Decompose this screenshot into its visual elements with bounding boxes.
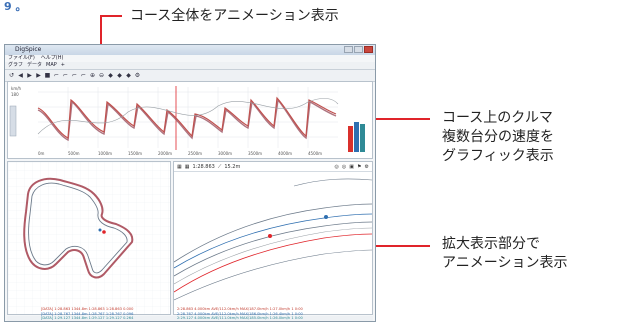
speed-bar-teal [360, 124, 365, 152]
marker-icon[interactable]: ⌐ [80, 72, 87, 79]
callout-top-label: コース全体をアニメーション表示 [130, 8, 339, 24]
marker-icon[interactable]: ⌐ [62, 72, 69, 79]
zoom-icon[interactable]: ⊕ [89, 72, 96, 79]
settings-icon[interactable]: ⚙ [364, 163, 369, 170]
zoom-curve-top [293, 178, 372, 187]
undo-icon[interactable]: ↺ [8, 72, 15, 79]
grid-icon[interactable]: ▦ [177, 163, 182, 170]
nav-icon[interactable]: ◆ [126, 72, 131, 79]
x-tick-7: 3500m [248, 151, 262, 156]
stop-icon[interactable]: ■ [44, 72, 51, 79]
minimize-button[interactable] [344, 46, 353, 53]
flag-icon[interactable]: ⚑ [357, 163, 362, 170]
y-unit-label: km/h [11, 86, 22, 91]
settings-icon[interactable]: ⚙ [134, 72, 141, 79]
car-marker-zoom-red [268, 234, 272, 238]
menu-file[interactable]: ファイル(F) [8, 55, 35, 61]
x-tick-9: 4500m [308, 151, 322, 156]
play-back-icon[interactable]: ◀ [18, 72, 23, 79]
zoom-time-value: 1:28.863 [192, 163, 215, 170]
x-tick-0: 0m [38, 151, 45, 156]
course-track-inner [28, 182, 128, 274]
play-fwd-icon[interactable]: ▶ [36, 72, 41, 79]
marker-icon[interactable]: ⌐ [71, 72, 78, 79]
status-line: 2:28.863 4.000km AVE/112.0km/h MAX/187.0… [177, 307, 303, 311]
zoom-track-edge-outer [174, 203, 372, 263]
tab-data[interactable]: データ [27, 62, 43, 68]
speed-bar-red [348, 126, 353, 152]
course-map-panel[interactable] [7, 161, 171, 315]
zoom-track-edge-far [174, 249, 372, 301]
view-icon[interactable]: ◎ [341, 163, 347, 170]
close-button[interactable] [364, 46, 373, 53]
x-tick-3: 1500m [128, 151, 142, 156]
callout-zoom-label-2: アニメーション表示 [442, 255, 568, 271]
ruler-icon[interactable]: ⟋ [217, 163, 222, 170]
speed-series [37, 96, 337, 139]
callout-zoom-line [326, 245, 430, 247]
app-title: DigSpice [15, 46, 42, 53]
camera-icon[interactable]: ▣ [349, 163, 355, 170]
tab-add[interactable]: + [60, 62, 65, 68]
marker-icon[interactable]: ⌐ [53, 72, 60, 79]
callout-speed-label-3: グラフィック表示 [442, 148, 554, 164]
car-marker-zoom-blue [324, 215, 328, 219]
tab-graph[interactable]: グラフ [8, 62, 24, 68]
title-bar: DigSpice [5, 45, 375, 55]
speed-graph-panel[interactable]: 0m 500m 1000m 1500m 2000m 2500m 3000m 35… [7, 81, 373, 159]
zoom-line-blue [174, 213, 372, 269]
corner-text: 9 。 [4, 0, 27, 13]
speed-bar-blue [354, 122, 359, 152]
play-icon[interactable]: ▶ [27, 72, 32, 79]
status-bar [7, 316, 373, 321]
course-track-outer [23, 177, 134, 279]
speed-series-alt [37, 98, 337, 142]
view-icon[interactable]: ◎ [334, 163, 339, 170]
graph-side-toggle [9, 105, 17, 137]
zoom-view-panel[interactable]: ▦ ▦ 1:28.863 ⟋ 15.2m ◎ ◎ ▣ ⚑ ⚙ [173, 161, 373, 315]
status-line: [DATA] 1:28.767 1344.8m 1:28.767 1:28.76… [41, 311, 134, 316]
status-line: [DATA] 1:28.863 1344.8m 1:28.863 1:28.86… [41, 307, 134, 311]
status-text-right: 2:28.863 4.000km AVE/112.0km/h MAX/187.0… [177, 307, 373, 321]
tab-bar: グラフ データ MAP + [5, 62, 375, 70]
x-tick-5: 2500m [188, 151, 202, 156]
menu-help[interactable]: ヘルプ(H) [40, 55, 64, 61]
speed-graph: 0m 500m 1000m 1500m 2000m 2500m 3000m 35… [9, 86, 365, 156]
callout-speed-label-1: コース上のクルマ [442, 110, 553, 126]
callout-top-line-h [100, 15, 122, 17]
nav-icon[interactable]: ◆ [108, 72, 113, 79]
status-line: [DATA] 1:29.127 1344.8m 1:29.127 1:29.12… [41, 316, 134, 320]
maximize-button[interactable] [354, 46, 363, 53]
x-tick-8: 4000m [278, 151, 292, 156]
zoom-icon[interactable]: ⊖ [98, 72, 105, 79]
course-map [8, 162, 170, 314]
callout-speed-line [326, 118, 430, 120]
nav-icon[interactable]: ◆ [117, 72, 122, 79]
zoom-track-edge-inner [174, 221, 372, 277]
grid-icon[interactable]: ▦ [184, 163, 190, 170]
callout-zoom-label-1: 拡大表示部分で [442, 236, 540, 252]
x-tick-1: 500m [68, 151, 80, 156]
x-tick-6: 3000m [218, 151, 232, 156]
x-tick-2: 1000m [98, 151, 112, 156]
menu-bar: ファイル(F) ヘルプ(H) [5, 55, 375, 62]
speed-series-gray [37, 98, 339, 135]
status-line: 2:28.767 4.000km AVE/112.0km/h MAX/186.0… [177, 311, 303, 316]
zoom-dist-value: 15.2m [224, 163, 241, 170]
status-text-left: [DATA] 1:28.863 1344.8m 1:28.863 1:28.86… [41, 307, 171, 321]
tab-map[interactable]: MAP [46, 62, 57, 68]
zoom-line-gray [174, 227, 372, 285]
x-tick-4: 2000m [158, 151, 172, 156]
zoom-view [174, 178, 372, 301]
callout-speed-label-2: 複数台分の速度を [442, 129, 554, 145]
car-marker-red [102, 230, 106, 234]
car-marker-blue [98, 228, 102, 232]
zoom-line-red [174, 233, 372, 293]
status-line: 2:29.127 4.000km AVE/111.0km/h MAX/185.0… [177, 316, 303, 320]
app-window: DigSpice ファイル(F) ヘルプ(H) グラフ データ MAP + ↺ … [4, 44, 376, 322]
zoom-toolbar: ▦ ▦ 1:28.863 ⟋ 15.2m ◎ ◎ ▣ ⚑ ⚙ [174, 162, 372, 172]
y-value-top: 180 [11, 92, 19, 97]
